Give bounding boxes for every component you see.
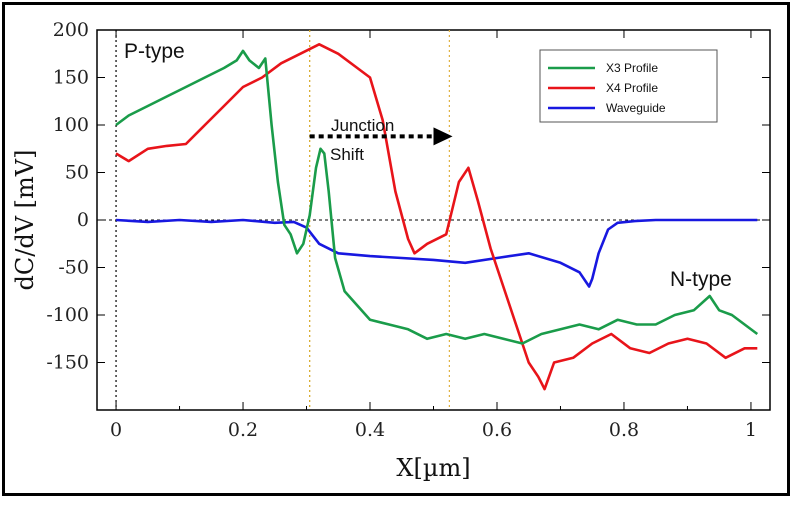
p-type-label: P-type (124, 40, 185, 63)
n-type-label: N-type (670, 268, 732, 291)
legend-item-label: Waveguide (606, 101, 666, 115)
junction-shift-arrowhead (433, 127, 453, 146)
y-tick-label: 100 (53, 114, 89, 136)
y-tick-label: 200 (53, 19, 89, 41)
x-tick-label: 0.2 (228, 419, 258, 441)
junction-label: Junction (331, 116, 394, 135)
x-tick-label: 0 (110, 419, 122, 441)
x-tick-label: 1 (745, 419, 757, 441)
series-line-x3-profile (115, 49, 759, 345)
legend: X3 Profile X4 Profile Waveguide (539, 49, 718, 123)
x-tick-label: 0.6 (482, 419, 512, 441)
x-axis-label: X[µm] (396, 454, 470, 482)
x-tick-label: 0.4 (355, 419, 385, 441)
legend-item-label: X3 Profile (606, 61, 658, 75)
y-tick-label: -50 (58, 257, 89, 279)
y-tick-label: 50 (65, 162, 89, 184)
y-axis-label: dC/dV [mV] (11, 150, 39, 291)
legend-box (539, 49, 718, 123)
y-tick-label: 150 (53, 67, 89, 89)
x-tick-label: 0.8 (609, 419, 639, 441)
series-line-x4-profile (115, 43, 758, 391)
y-tick-label: -100 (46, 304, 89, 326)
y-tick-label: -150 (46, 352, 89, 374)
shift-label: Shift (330, 145, 364, 164)
series-line-waveguide (115, 218, 758, 288)
legend-item-label: X4 Profile (606, 81, 658, 95)
y-tick-label: 0 (77, 209, 89, 231)
